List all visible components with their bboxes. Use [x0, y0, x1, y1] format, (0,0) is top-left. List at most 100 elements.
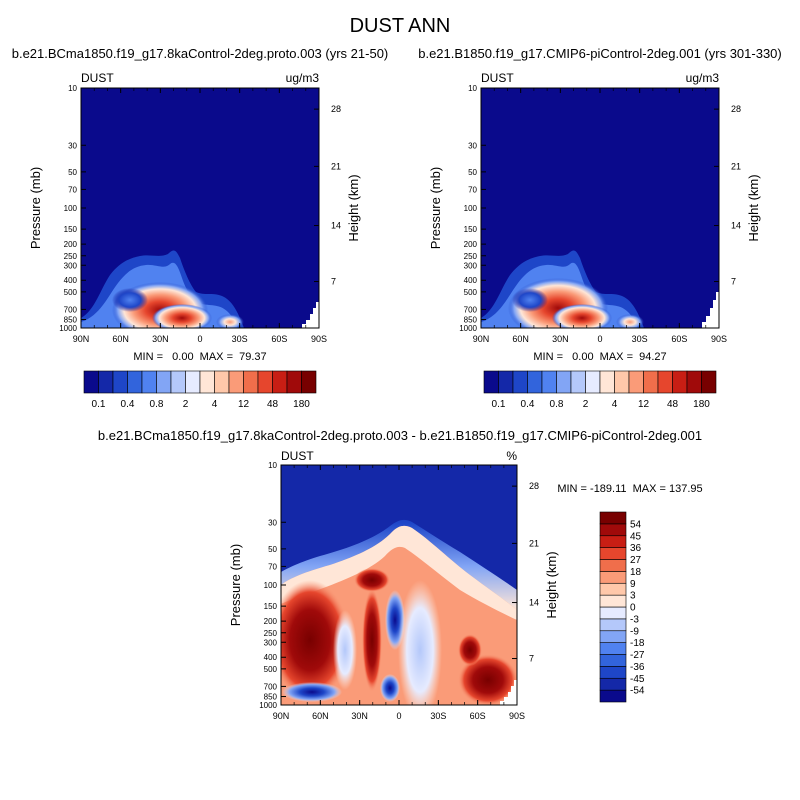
colorbar-swatch — [112, 370, 128, 394]
x-tick-label: 30N — [552, 334, 569, 344]
y-tick-label: 100 — [64, 204, 78, 213]
colorbar-swatch — [199, 370, 215, 394]
colorbar-swatch — [228, 370, 244, 394]
colorbar-swatch — [170, 370, 186, 394]
x-tick-label: 90S — [711, 334, 727, 344]
y-tick-label: 10 — [468, 84, 477, 93]
colorbar-swatch — [185, 370, 201, 394]
colorbar-swatch — [599, 523, 627, 537]
panel-1-hotspot-south — [216, 314, 244, 328]
colorbar-label: -3 — [630, 614, 639, 625]
panel-3-variable-label: DUST — [281, 449, 314, 463]
colorbar-swatch — [599, 642, 627, 655]
colorbar-swatch — [214, 370, 230, 394]
colorbar-swatch — [599, 689, 627, 703]
y-tick-label: 30 — [268, 518, 277, 527]
colorbar-label: 54 — [630, 519, 642, 530]
colorbar-label: 12 — [238, 399, 250, 410]
panel-2-colorbar: 0.1 0.4 0.8 2 4 12 48 180 — [483, 370, 717, 410]
y-tick-label: 400 — [464, 276, 478, 285]
colorbar-label: 27 — [630, 555, 642, 566]
colorbar-label: -9 — [630, 626, 639, 637]
y-tick-label: 850 — [64, 316, 78, 325]
y-tick-label: 700 — [464, 305, 478, 314]
panel-3-title: b.e21.BCma1850.f19_g17.8kaControl-2deg.p… — [98, 428, 702, 443]
colorbar-swatch — [599, 606, 627, 620]
colorbar-swatch — [272, 370, 288, 394]
figure-title: DUST ANN — [350, 15, 451, 37]
panel-3-blue-west-surface — [282, 682, 342, 702]
colorbar-swatch — [701, 370, 717, 394]
y-tick-label: 500 — [64, 288, 78, 297]
x-tick-label: 0 — [396, 711, 401, 721]
y-tick-label: 400 — [264, 653, 278, 662]
x-tick-label: 30N — [351, 711, 368, 721]
colorbar-label: 0 — [630, 603, 636, 614]
colorbar-swatch — [599, 511, 627, 525]
panel-3-red-south — [458, 654, 517, 705]
colorbar-swatch — [243, 370, 259, 394]
colorbar-label: 48 — [267, 399, 279, 410]
y-tick-label: 150 — [264, 602, 278, 611]
colorbar-label: 3 — [630, 591, 636, 602]
y-tick-label: 70 — [68, 185, 77, 194]
colorbar-swatch — [599, 666, 627, 679]
panel-3-stats: MIN = -189.11 MAX = 137.95 — [557, 483, 702, 495]
y-tick-label: 1000 — [459, 324, 477, 333]
panel-2-units-label: ug/m3 — [686, 71, 720, 85]
colorbar-swatch — [599, 630, 627, 643]
x-tick-label: 60S — [271, 334, 287, 344]
colorbar-swatch — [614, 370, 630, 394]
colorbar-swatch — [541, 370, 557, 394]
colorbar-swatch — [599, 594, 627, 608]
panel-2: b.e21.B1850.f19_g17.CMIP6-piControl-2deg… — [418, 46, 782, 410]
panel-3: b.e21.BCma1850.f19_g17.8kaControl-2deg.p… — [98, 428, 703, 721]
colorbar-label: -54 — [630, 686, 645, 697]
y-tick-label: 300 — [264, 638, 278, 647]
y-tick-label: 300 — [464, 261, 478, 270]
panel-1-ylabel: Pressure (mb) — [28, 167, 43, 249]
y2-tick-label: 28 — [331, 104, 341, 114]
panel-3-lightfront — [281, 525, 517, 620]
colorbar-swatch — [599, 654, 627, 667]
colorbar-swatch — [599, 582, 627, 596]
y-tick-label: 1000 — [259, 701, 277, 710]
x-tick-label: 60S — [671, 334, 687, 344]
panel-3-field — [281, 465, 517, 705]
colorbar-swatch — [599, 571, 627, 584]
y-tick-label: 200 — [64, 240, 78, 249]
colorbar-label: 48 — [667, 399, 679, 410]
panel-2-y2label: Height (km) — [746, 174, 761, 241]
panel-1-blue-lobe — [112, 288, 148, 312]
y-tick-label: 250 — [64, 252, 78, 261]
y-tick-label: 50 — [268, 545, 277, 554]
panel-1-y2label: Height (km) — [346, 174, 361, 241]
colorbar-swatch — [599, 677, 627, 691]
y-tick-label: 150 — [464, 225, 478, 234]
colorbar-swatch — [686, 370, 702, 394]
colorbar-label: 180 — [293, 399, 310, 410]
colorbar-swatch — [141, 370, 157, 394]
panel-2-stats: MIN = 0.00 MAX = 94.27 — [533, 351, 666, 363]
panel-2-blue-lobe — [512, 288, 548, 312]
colorbar-swatch — [98, 370, 114, 394]
x-tick-label: 0 — [197, 334, 202, 344]
y-tick-label: 300 — [64, 261, 78, 270]
panel-1-field — [81, 88, 319, 328]
x-tick-label: 60S — [470, 711, 486, 721]
x-tick-label: 90N — [273, 711, 290, 721]
panel-1-axes: 90N 60N 30N 0 30S 60S 90S 10 30 50 70 100 150 200 2503… — [59, 84, 341, 344]
y-tick-label: 400 — [64, 276, 78, 285]
colorbar-label: 0.1 — [92, 399, 106, 410]
colorbar-label: 2 — [183, 399, 189, 410]
colorbar-swatch — [599, 547, 627, 560]
panel-3-red-column — [362, 588, 382, 692]
panel-3-upper-core — [281, 465, 517, 590]
panel-2-title: b.e21.B1850.f19_g17.CMIP6-piControl-2deg… — [418, 46, 782, 61]
y2-tick-label: 7 — [731, 277, 736, 287]
y-tick-label: 30 — [468, 141, 477, 150]
x-tick-label: 30S — [632, 334, 648, 344]
colorbar-swatch — [498, 370, 514, 394]
colorbar-label: -45 — [630, 674, 645, 685]
